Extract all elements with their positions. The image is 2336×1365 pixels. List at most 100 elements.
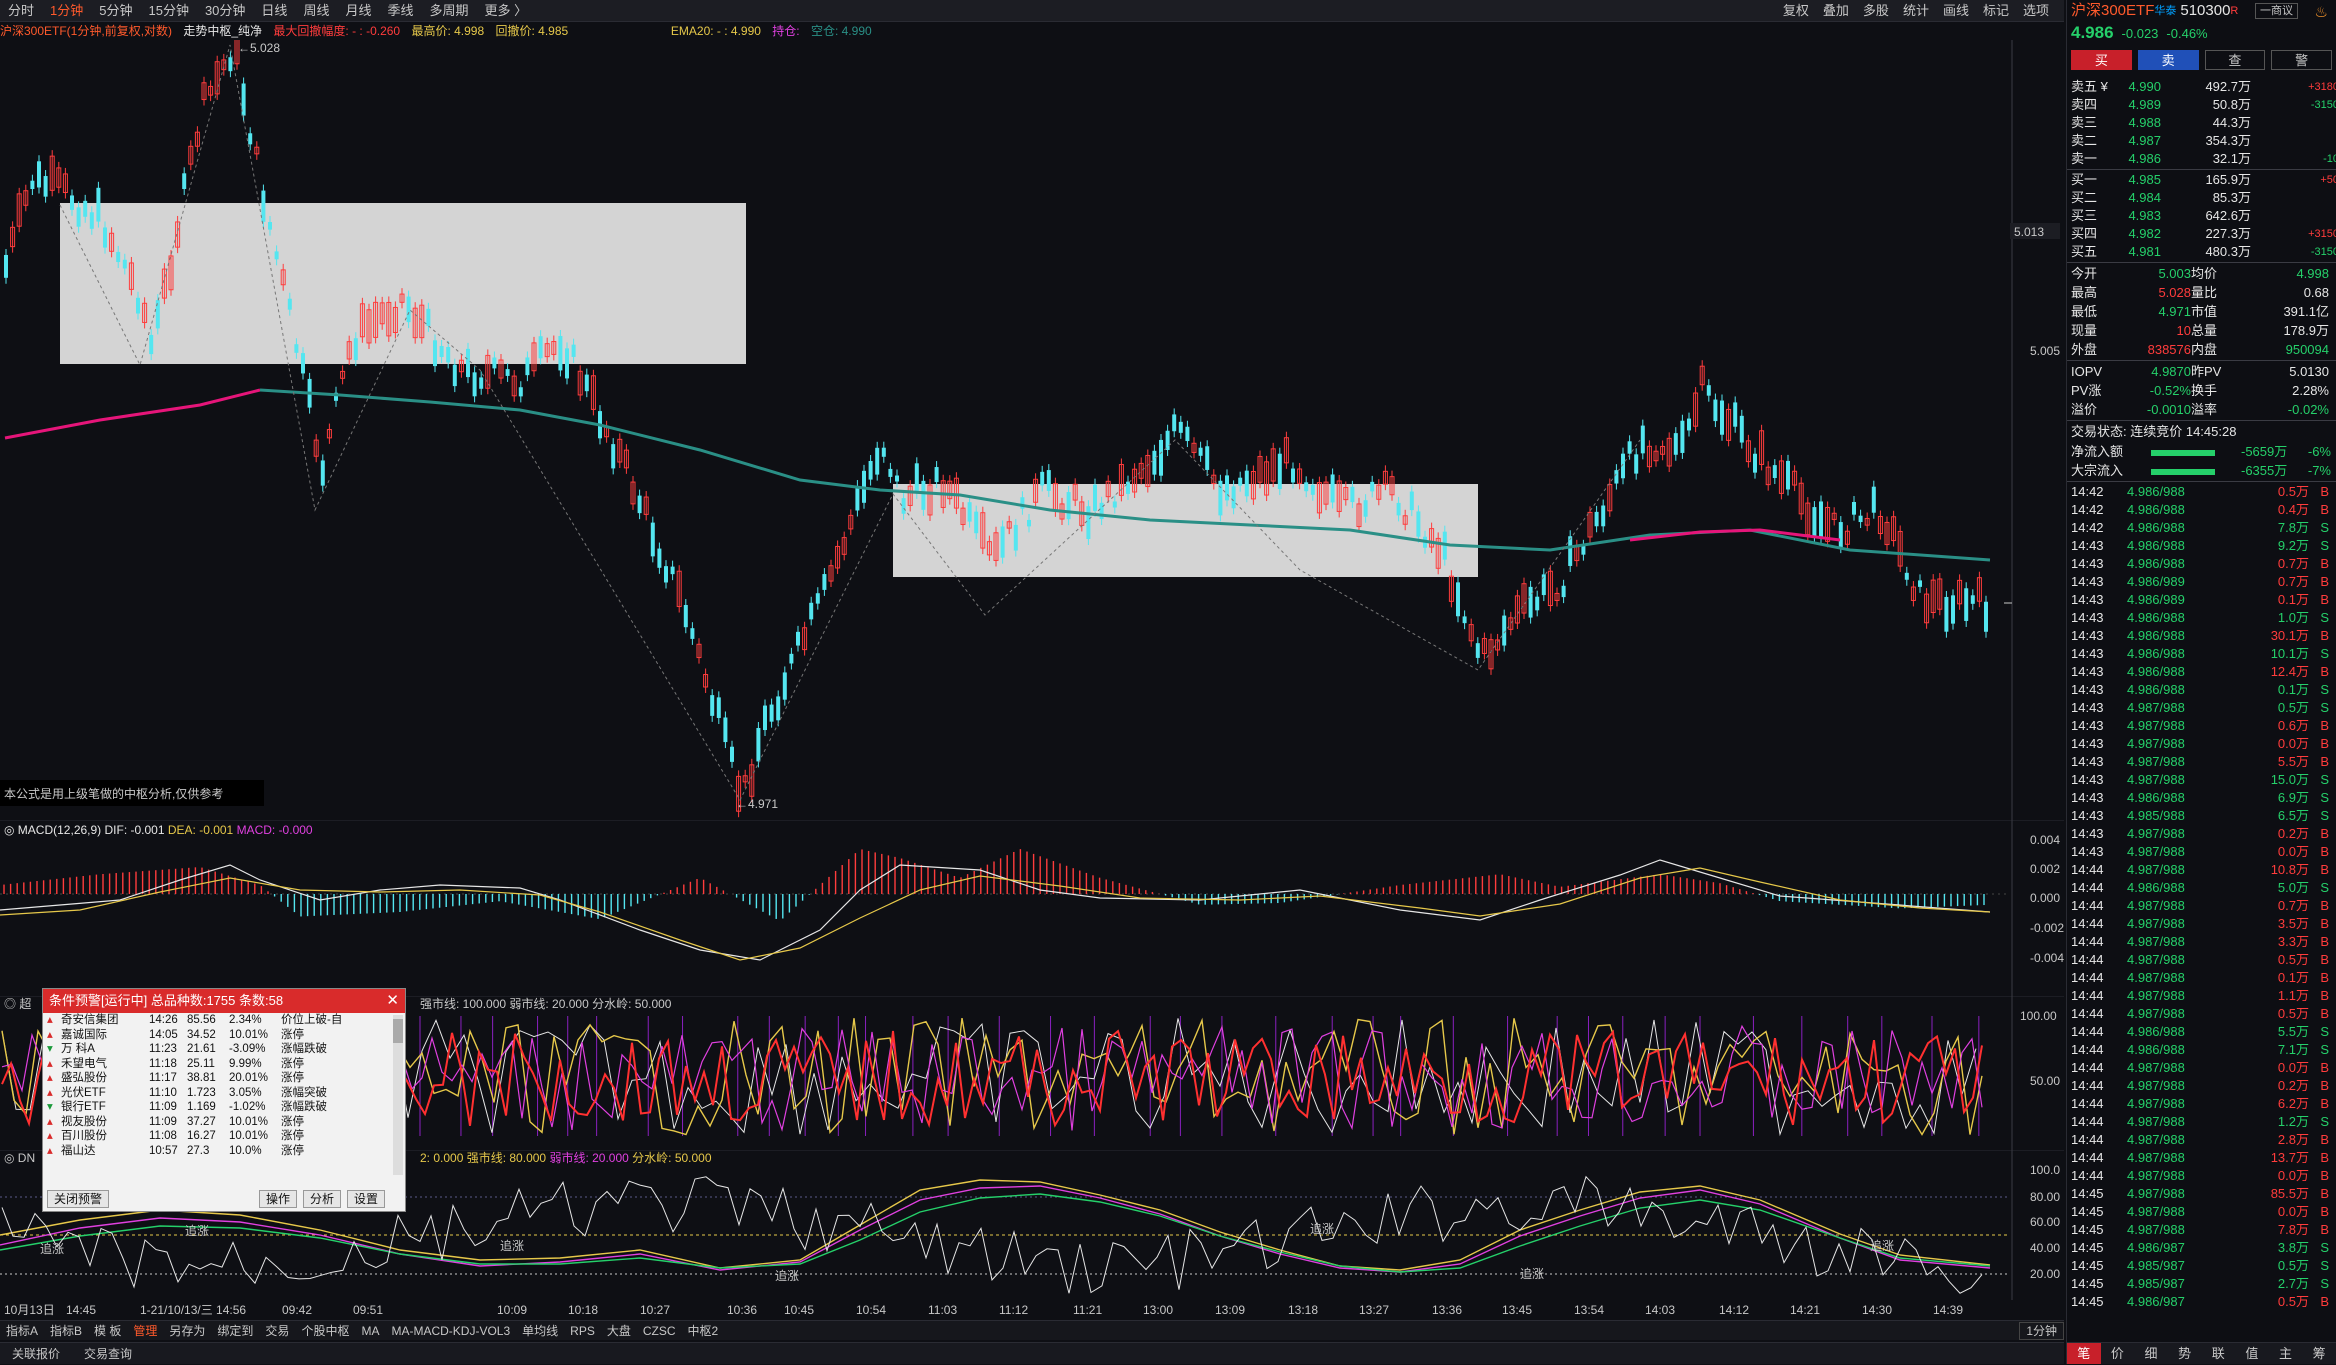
alert-window[interactable]: 条件预警[运行中] 总品种数:1755 条数:58 ✕ ▴ 奇安信集团 14:26 8… <box>42 988 406 1212</box>
tool-button[interactable]: 选项 <box>2022 3 2049 18</box>
book-row[interactable]: 买一 4.985 165.9万 +50 <box>2067 171 2336 189</box>
period-tab[interactable]: 周线 <box>303 2 330 18</box>
book-row[interactable]: 卖三 4.988 44.3万 <box>2067 114 2336 132</box>
tool-button[interactable]: 复权 <box>1782 3 1809 18</box>
alert-row[interactable]: ▴ 嘉诚国际 14:05 34.52 10.01% 涨停 <box>43 1028 405 1043</box>
alert-row[interactable]: ▴ 光伏ETF 11:10 1.723 3.05% 涨幅突破 <box>43 1086 405 1101</box>
book-row[interactable]: 买二 4.984 85.3万 <box>2067 189 2336 207</box>
alert-action-button[interactable]: 设置 <box>347 1190 386 1208</box>
toolbar-item[interactable]: 单均线 <box>522 1323 559 1338</box>
tick-row[interactable]: 14:43 4.986/989 0.7万 B <box>2067 573 2336 591</box>
tick-row[interactable]: 14:43 4.986/988 1.0万 S <box>2067 609 2336 627</box>
quote-tab[interactable]: 主 <box>2279 1346 2293 1361</box>
status-item[interactable]: 交易查询 <box>84 1347 133 1361</box>
toolbar-item[interactable]: 另存为 <box>169 1323 206 1338</box>
toolbar-item[interactable]: MA <box>361 1323 380 1338</box>
tick-row[interactable]: 14:43 4.986/988 0.1万 S <box>2067 681 2336 699</box>
tick-row[interactable]: 14:44 4.987/988 0.5万 B <box>2067 951 2336 969</box>
alert-action-button[interactable]: 关闭预警 <box>47 1190 110 1208</box>
tick-row[interactable]: 14:44 4.987/988 1.2万 S <box>2067 1113 2336 1131</box>
tick-row[interactable]: 14:43 4.987/988 0.0万 B <box>2067 843 2336 861</box>
tick-row[interactable]: 14:44 4.986/988 5.5万 S <box>2067 1023 2336 1041</box>
book-row[interactable]: 买四 4.982 227.3万 +3150 <box>2067 225 2336 243</box>
toolbar-item[interactable]: RPS <box>570 1323 595 1338</box>
tick-list[interactable]: 14:42 4.986/988 0.5万 B 14:42 4.986/988 0.4万 B 14… <box>2067 483 2336 1311</box>
tick-row[interactable]: 14:43 4.985/988 6.5万 S <box>2067 807 2336 825</box>
tick-row[interactable]: 14:45 4.987/988 0.0万 B <box>2067 1203 2336 1221</box>
tick-row[interactable]: 14:44 4.987/988 3.3万 B <box>2067 933 2336 951</box>
tick-row[interactable]: 14:45 4.986/987 3.8万 S <box>2067 1239 2336 1257</box>
tool-button[interactable]: 多股 <box>1862 3 1889 18</box>
tick-row[interactable]: 14:43 4.987/988 0.5万 S <box>2067 699 2336 717</box>
tick-row[interactable]: 14:45 4.987/988 7.8万 B <box>2067 1221 2336 1239</box>
alert-row[interactable]: ▾ 万 科A 11:23 21.61 -3.09% 涨幅跌破 <box>43 1042 405 1057</box>
alert-header[interactable]: 条件预警[运行中] 总品种数:1755 条数:58 ✕ <box>43 989 405 1013</box>
dn-chart[interactable]: ◎ DN 2: 0.000 强市线: 80.000 弱市线: 20.000 分水岭… <box>0 1150 2064 1300</box>
tick-row[interactable]: 14:44 4.987/988 0.0万 B <box>2067 1167 2336 1185</box>
alert-row[interactable]: ▴ 百川股份 11:08 16.27 10.01% 涨停 <box>43 1129 405 1144</box>
alert-row[interactable]: ▴ 视友股份 11:09 37.27 10.01% 涨停 <box>43 1115 405 1130</box>
query-button[interactable]: 查 <box>2204 50 2266 70</box>
tick-row[interactable]: 14:42 4.986/988 0.5万 B <box>2067 483 2336 501</box>
toolbar-item[interactable]: 大盘 <box>606 1323 631 1338</box>
tick-row[interactable]: 14:44 4.987/988 13.7万 B <box>2067 1149 2336 1167</box>
buy-button[interactable]: 买 <box>2071 50 2132 70</box>
tick-row[interactable]: 14:45 4.985/987 0.5万 S <box>2067 1257 2336 1275</box>
alert-action-button[interactable]: 分析 <box>303 1190 342 1208</box>
period-tab[interactable]: 月线 <box>345 2 372 18</box>
tick-row[interactable]: 14:43 4.986/988 10.1万 S <box>2067 645 2336 663</box>
quote-tab[interactable]: 细 <box>2144 1346 2158 1361</box>
toolbar-item[interactable]: 模 板 <box>94 1323 122 1338</box>
toolbar-item[interactable]: MA-MACD-KDJ-VOL3 <box>391 1323 511 1338</box>
tick-row[interactable]: 14:43 4.986/988 12.4万 B <box>2067 663 2336 681</box>
book-row[interactable]: 卖二 4.987 354.3万 <box>2067 132 2336 150</box>
tick-row[interactable]: 14:45 4.985/987 2.7万 S <box>2067 1275 2336 1293</box>
toolbar-item[interactable]: 个股中枢 <box>301 1323 350 1338</box>
toolbar-item[interactable]: 管理 <box>133 1323 158 1338</box>
tool-button[interactable]: 叠加 <box>1822 3 1849 18</box>
tick-row[interactable]: 14:44 4.986/988 5.0万 S <box>2067 879 2336 897</box>
tick-row[interactable]: 14:44 4.987/988 0.0万 B <box>2067 1059 2336 1077</box>
tick-row[interactable]: 14:42 4.986/988 7.8万 S <box>2067 519 2336 537</box>
tool-button[interactable]: 统计 <box>1902 3 1929 18</box>
tick-row[interactable]: 14:45 4.986/987 0.5万 B <box>2067 1293 2336 1311</box>
period-tab[interactable]: 15分钟 <box>148 2 189 18</box>
tick-row[interactable]: 14:42 4.986/988 0.4万 B <box>2067 501 2336 519</box>
period-tab[interactable]: 多周期 <box>429 2 469 18</box>
toolbar-item[interactable]: 中枢2 <box>687 1323 719 1338</box>
tick-row[interactable]: 14:43 4.987/988 15.0万 S <box>2067 771 2336 789</box>
tick-row[interactable]: 14:43 4.986/988 30.1万 B <box>2067 627 2336 645</box>
book-row[interactable]: 卖四 4.989 50.8万 -3150 <box>2067 96 2336 114</box>
alert-scrollbar[interactable] <box>393 1015 403 1175</box>
period-tab[interactable]: 更多 〉 <box>484 2 528 18</box>
quote-tab[interactable]: 值 <box>2245 1346 2259 1361</box>
tick-row[interactable]: 14:44 4.987/988 3.5万 B <box>2067 915 2336 933</box>
alert-row[interactable]: ▾ 银行ETF 11:09 1.169 -1.02% 涨幅跌破 <box>43 1100 405 1115</box>
alert-button[interactable]: 警 <box>2271 50 2332 70</box>
tick-row[interactable]: 14:44 4.986/988 7.1万 S <box>2067 1041 2336 1059</box>
quote-tab[interactable]: 势 <box>2178 1346 2192 1361</box>
tick-row[interactable]: 14:44 4.987/988 2.8万 B <box>2067 1131 2336 1149</box>
tick-row[interactable]: 14:44 4.987/988 6.2万 B <box>2067 1095 2336 1113</box>
period-tab[interactable]: 1分钟 <box>50 2 84 18</box>
tool-button[interactable]: 标记 <box>1982 3 2009 18</box>
tick-row[interactable]: 14:44 4.987/988 0.7万 B <box>2067 897 2336 915</box>
period-select[interactable]: 1分钟 <box>2019 1321 2064 1340</box>
status-item[interactable]: 关联报价 <box>12 1347 61 1361</box>
alert-row[interactable]: ▴ 奇安信集团 14:26 85.56 2.34% 价位上破-自 <box>43 1013 405 1028</box>
tick-row[interactable]: 14:43 4.986/988 9.2万 S <box>2067 537 2336 555</box>
toolbar-item[interactable]: 交易 <box>265 1323 290 1338</box>
period-tab[interactable]: 季线 <box>387 2 414 18</box>
tick-row[interactable]: 14:45 4.987/988 85.5万 B <box>2067 1185 2336 1203</box>
quote-tab[interactable]: 笔 <box>2067 1343 2101 1364</box>
quote-tab[interactable]: 价 <box>2110 1346 2124 1361</box>
consult-button[interactable]: 一商议 <box>2255 3 2298 19</box>
tick-row[interactable]: 14:44 4.987/988 0.2万 B <box>2067 1077 2336 1095</box>
alert-row[interactable]: ▴ 福山达 10:57 27.3 10.0% 涨停 <box>43 1144 405 1159</box>
alert-action-button[interactable]: 操作 <box>259 1190 298 1208</box>
toolbar-item[interactable]: 绑定到 <box>217 1323 254 1338</box>
period-tab[interactable]: 5分钟 <box>99 2 133 18</box>
book-row[interactable]: 买三 4.983 642.6万 <box>2067 207 2336 225</box>
tick-row[interactable]: 14:44 4.987/988 0.1万 B <box>2067 969 2336 987</box>
book-row[interactable]: 卖五 ¥ 4.990 492.7万 +3180 <box>2067 78 2336 96</box>
